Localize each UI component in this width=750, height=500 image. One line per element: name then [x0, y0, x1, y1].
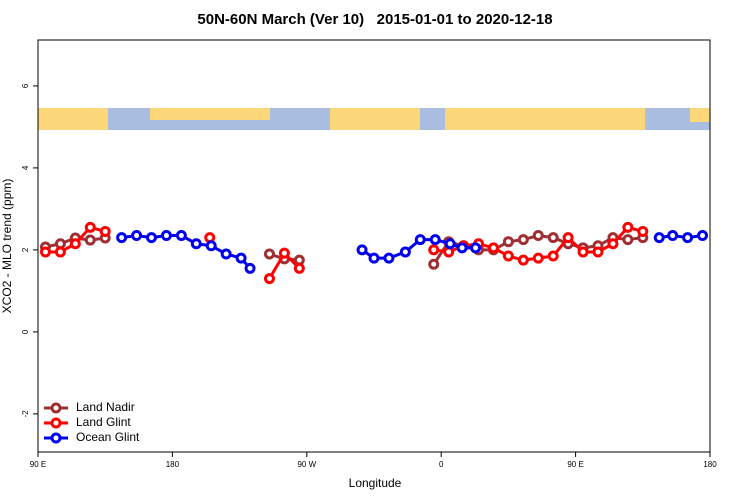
data-point [532, 230, 544, 242]
data-point [697, 230, 709, 242]
data-point [562, 232, 574, 244]
x-tick-label: 90 E [30, 460, 46, 469]
y-axis-label: XCO2 - MLO trend (ppm) [0, 179, 14, 314]
data-point [532, 252, 544, 264]
data-point [456, 242, 468, 254]
x-tick-label: 90 W [297, 460, 316, 469]
data-point [622, 234, 634, 246]
data-point [470, 242, 482, 254]
data-point [39, 246, 51, 258]
data-point [383, 252, 395, 264]
data-point [235, 252, 247, 264]
legend-label: Land Glint [76, 415, 131, 429]
data-point [54, 246, 66, 258]
y-tick-label: 2 [21, 247, 30, 252]
data-point [293, 262, 305, 274]
data-point [175, 230, 187, 242]
data-point [653, 232, 665, 244]
legend-marker [50, 402, 62, 414]
data-point [428, 244, 440, 256]
data-point [244, 262, 256, 274]
x-tick-label: 0 [439, 460, 444, 469]
data-point [502, 250, 514, 262]
chart-title: 50N-60N March (Ver 10) 2015-01-01 to 202… [197, 11, 552, 28]
data-point [547, 250, 559, 262]
data-point [682, 232, 694, 244]
data-point [145, 232, 157, 244]
series-line [659, 234, 703, 240]
x-tick-label: 180 [703, 460, 717, 469]
data-point [278, 247, 290, 259]
data-point [444, 238, 456, 250]
data-point [220, 248, 232, 260]
plot-frame [37, 39, 711, 453]
data-point [487, 242, 499, 254]
data-point [205, 240, 217, 252]
data-point [667, 230, 679, 242]
legend-marker [50, 417, 62, 429]
data-point [399, 246, 411, 258]
data-point [443, 246, 455, 258]
legend-label: Ocean Glint [76, 430, 140, 444]
data-point [577, 246, 589, 258]
legend-label: Land Nadir [76, 400, 135, 414]
data-point [368, 252, 380, 264]
data-point [160, 230, 172, 242]
data-point [69, 238, 81, 250]
data-point [84, 221, 96, 233]
data-point [263, 273, 275, 285]
data-point [502, 236, 514, 248]
data-point [116, 232, 128, 244]
data-point [517, 254, 529, 266]
data-point [592, 246, 604, 258]
legend-marker [50, 432, 62, 444]
data-point [356, 244, 368, 256]
data-point [414, 234, 426, 246]
data-point [428, 258, 440, 270]
data-point [99, 225, 111, 237]
data-point [547, 232, 559, 244]
map-band [38, 108, 710, 130]
data-point [263, 248, 275, 260]
y-tick-label: -2 [21, 410, 30, 418]
data-point [131, 230, 143, 242]
x-tick-label: 180 [166, 460, 180, 469]
data-point [622, 221, 634, 233]
y-tick-label: 6 [21, 83, 30, 88]
data-point [517, 234, 529, 246]
data-point [84, 234, 96, 246]
data-point [190, 238, 202, 250]
data-point [607, 238, 619, 250]
series-line [121, 234, 252, 270]
data-point [204, 232, 216, 244]
y-tick-label: 4 [21, 165, 30, 170]
x-tick-label: 90 E [567, 460, 583, 469]
data-point [429, 234, 441, 246]
data-point [637, 225, 649, 237]
x-axis-label: Longitude [349, 476, 402, 490]
y-tick-label: 0 [21, 329, 30, 334]
